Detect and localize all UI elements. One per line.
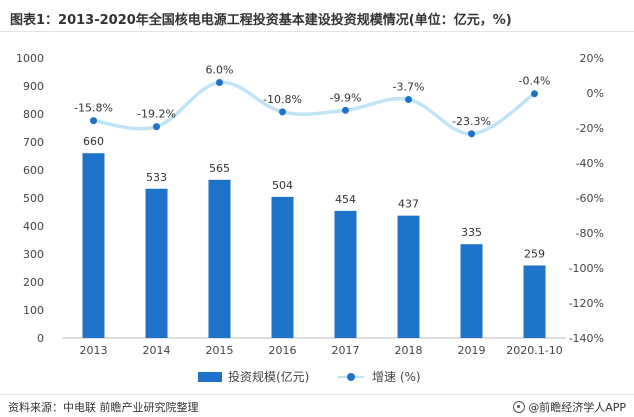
y-right-tick-label: 0% [587,87,604,100]
growth-point [405,95,412,103]
y-right-tick-label: -40% [576,157,604,170]
growth-value-label: -19.2% [137,108,176,121]
y-right-tick-label: -20% [576,122,604,135]
growth-point [468,130,475,138]
y-right-tick-label: -60% [576,192,604,205]
growth-value-label: -23.3% [452,115,491,128]
bar [523,265,546,338]
y-left-tick-label: 100 [23,304,44,317]
bar [460,244,483,338]
y-left-tick-label: 0 [37,332,44,345]
y-left-tick-label: 400 [23,220,44,233]
y-right-tick-label: 20% [580,52,604,65]
growth-value-label: -9.9% [330,91,362,104]
growth-value-label: -3.7% [393,80,425,93]
x-tick-label: 2015 [206,344,234,357]
y-left-tick-label: 200 [23,276,44,289]
y-left-tick-label: 300 [23,248,44,261]
bar [208,179,231,338]
brand-footer: @前瞻经济学人APP [513,399,626,415]
y-right-tick-label: -80% [576,227,604,240]
bar-value-label: 504 [272,179,293,192]
growth-point [153,123,160,131]
bar [334,210,357,338]
bar-value-label: 335 [461,226,482,239]
growth-point [90,117,97,125]
brand-text: @前瞻经济学人APP [528,401,626,414]
legend-label-growth: 增速 (%) [372,370,421,384]
bar [271,196,294,338]
y-left-tick-label: 500 [23,192,44,205]
growth-value-label: -0.4% [519,75,551,88]
x-tick-label: 2013 [80,344,108,357]
growth-value-label: -10.8% [263,93,302,106]
growth-point [216,79,223,86]
y-right-tick-label: -140% [569,332,604,345]
x-tick-label: 2017 [332,344,360,357]
growth-value-label: 6.0% [206,64,234,77]
growth-point [531,90,538,98]
legend-bar-swatch [198,371,222,382]
y-right-tick-label: -100% [569,262,604,275]
y-left-tick-label: 1000 [16,52,44,65]
source-note: 资料来源：中电联 前瞻产业研究院整理 [8,401,199,414]
legend-line-swatch [338,372,364,382]
growth-point [279,108,286,116]
y-left-tick-label: 700 [23,136,44,149]
legend-item-growth: 增速 (%) [338,368,421,385]
x-tick-label: 2016 [269,344,297,357]
footer-divider [0,394,634,395]
x-tick-label: 2020.1-10 [506,344,562,357]
bar-value-label: 660 [83,135,104,148]
y-left-tick-label: 900 [23,80,44,93]
bar-value-label: 565 [209,162,230,175]
x-tick-label: 2018 [395,344,423,357]
bar-value-label: 259 [524,247,545,260]
x-tick-label: 2019 [458,344,486,357]
growth-point [342,106,349,114]
bar-value-label: 533 [146,171,167,184]
y-right-tick-label: -120% [569,297,604,310]
legend-label-investment: 投资规模(亿元) [228,370,310,384]
bar [82,153,105,338]
chart-title: 图表1：2013-2020年全国核电电源工程投资基本建设投资规模情况(单位：亿元… [10,13,512,28]
legend-item-investment: 投资规模(亿元) [198,368,309,385]
bar [397,215,420,338]
chart-legend: 投资规模(亿元) 增速 (%) [0,368,634,386]
bar-value-label: 437 [398,198,419,211]
brand-logo-icon [513,401,526,413]
growth-value-label: -15.8% [74,102,113,115]
y-left-tick-label: 800 [23,108,44,121]
x-tick-label: 2014 [143,344,171,357]
title-divider [0,31,634,32]
growth-line [91,80,537,136]
bar-value-label: 454 [335,193,356,206]
bar [145,188,168,338]
y-left-tick-label: 600 [23,164,44,177]
